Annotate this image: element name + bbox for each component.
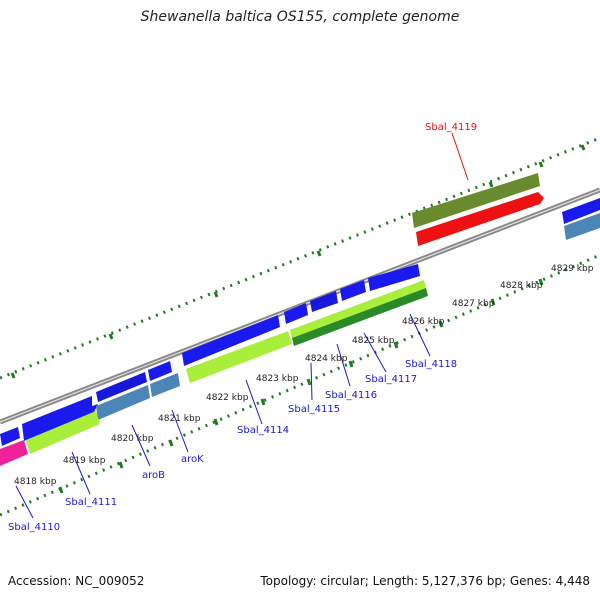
tick-label-4819: 4819 kbp	[63, 456, 106, 466]
tick-label-4825: 4825 kbp	[352, 336, 395, 346]
tick-label-4823: 4823 kbp	[256, 374, 299, 384]
genome-summary: Topology: circular; Length: 5,127,376 bp…	[260, 574, 590, 588]
cds-sbal-4115-4118[interactable]	[290, 280, 426, 338]
label-leaders	[15, 132, 469, 519]
gene-aroB-minus[interactable]	[96, 385, 150, 420]
gene-aroK-minus[interactable]	[150, 373, 180, 397]
gene-label-sbal-4118[interactable]: Sbal_4118	[405, 359, 457, 370]
feature-sbal-4119-green[interactable]	[412, 173, 540, 228]
cds-sbal-4111[interactable]	[26, 411, 100, 454]
tick-label-4820: 4820 kbp	[111, 434, 154, 444]
gene-right-edge-minus[interactable]	[564, 213, 600, 240]
gene-sbal-4119-red[interactable]	[416, 192, 544, 246]
gene-sbal-4110-arrow[interactable]	[0, 427, 20, 446]
cds-sbal-4114[interactable]	[186, 331, 292, 383]
gene-sbal-4115-arrow[interactable]	[284, 303, 308, 324]
genome-title: Shewanella baltica OS155, complete genom…	[140, 9, 460, 25]
gene-label-aroK[interactable]: aroK	[181, 454, 204, 465]
gene-label-sbal-4110[interactable]: Sbal_4110	[8, 522, 60, 533]
gene-sbal-4117-arrow[interactable]	[340, 280, 366, 301]
feature-sbal-4110-pink[interactable]	[0, 440, 28, 466]
inner-tick-ring	[0, 253, 600, 517]
tick-label-4818: 4818 kbp	[14, 477, 57, 487]
tick-label-4821: 4821 kbp	[158, 414, 201, 424]
plus-strand-genes	[0, 198, 600, 446]
accession-label: Accession: NC_009052	[8, 574, 145, 588]
gene-label-sbal-4116[interactable]: Sbal_4116	[325, 390, 377, 401]
cds-sbal-4118-dark[interactable]	[292, 288, 428, 346]
cds-features	[26, 280, 428, 454]
minus-strand-genes	[96, 213, 600, 420]
gene-sbal-4118-arrow[interactable]	[368, 264, 420, 291]
gene-label-sbal-4111[interactable]: Sbal_4111	[65, 497, 117, 508]
tick-label-4828: 4828 kbp	[500, 281, 543, 291]
gene-aroB-arrow[interactable]	[96, 372, 147, 402]
kbp-labels: 4818 kbp 4819 kbp 4820 kbp 4821 kbp 4822…	[14, 264, 594, 487]
gene-right-edge-arrow[interactable]	[562, 198, 600, 224]
gene-sbal-4111-arrow[interactable]	[22, 396, 98, 441]
inner-major-ticks	[58, 278, 544, 494]
gene-sbal-4114-arrow[interactable]	[182, 315, 280, 366]
gene-label-sbal-4115[interactable]: Sbal_4115	[288, 404, 340, 415]
gene-label-sbal-4117[interactable]: Sbal_4117	[365, 374, 417, 385]
tick-label-4826: 4826 kbp	[402, 317, 445, 327]
gene-sbal-4116-arrow[interactable]	[310, 291, 338, 312]
gene-label-sbal-4114[interactable]: Sbal_4114	[237, 425, 289, 436]
tick-label-4827: 4827 kbp	[452, 299, 495, 309]
tick-label-4822: 4822 kbp	[206, 393, 249, 403]
gene-label-sbal-4119[interactable]: Sbal_4119	[425, 122, 477, 133]
gene-label-aroB[interactable]: aroB	[142, 470, 165, 481]
tick-label-4829: 4829 kbp	[551, 264, 594, 274]
gene-labels: Sbal_4110 Sbal_4111 aroB aroK Sbal_4114 …	[8, 122, 477, 533]
tick-label-4824: 4824 kbp	[305, 354, 348, 364]
gene-aroK-arrow[interactable]	[148, 361, 172, 381]
